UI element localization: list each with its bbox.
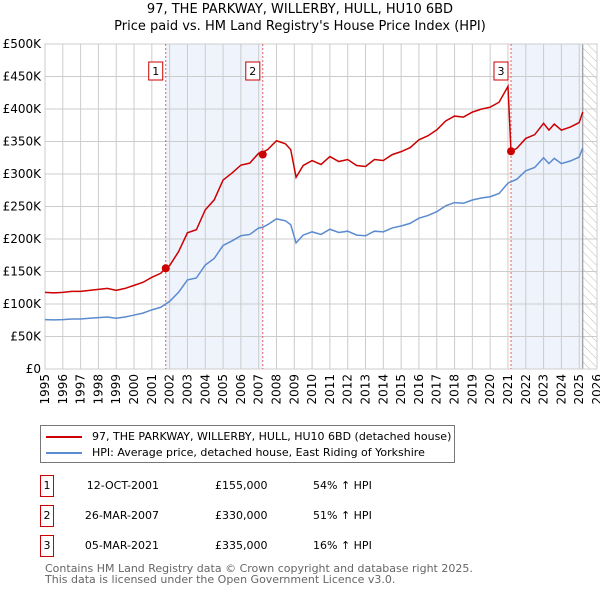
x-tick-label: 2024 <box>554 374 568 405</box>
x-tick-label: 2011 <box>323 374 337 405</box>
x-tick-label: 2019 <box>465 374 479 405</box>
x-tick-label: 2001 <box>145 374 159 405</box>
y-tick-label: £0 <box>26 362 41 376</box>
sale-price: £330,000 <box>215 509 268 522</box>
sale-date: 26-MAR-2007 <box>84 509 159 522</box>
plot-border <box>44 43 598 370</box>
footer-line2: This data is licensed under the Open Gov… <box>45 573 396 586</box>
x-tick-label: 2004 <box>198 374 212 405</box>
sale-date: 12-OCT-2001 <box>86 479 159 492</box>
sale-point <box>506 147 515 156</box>
sale-marker-label: 3 <box>497 65 504 78</box>
sale-hpi-diff: 16% ↑ HPI <box>313 539 372 552</box>
y-tick-label: £50K <box>10 330 42 344</box>
sale-date: 05-MAR-2021 <box>84 539 159 552</box>
sale-marker-label: 1 <box>152 65 159 78</box>
y-tick-label: £350K <box>3 135 43 149</box>
x-tick-label: 2008 <box>269 374 283 405</box>
sale-marker-box <box>148 61 164 81</box>
sale-marker-box <box>245 61 261 81</box>
x-tick-label: 1995 <box>38 374 52 405</box>
hpi-legend-label: HPI: Average price, detached house, East… <box>92 446 425 459</box>
chart-subtitle: Price paid vs. HM Land Registry's House … <box>114 19 486 34</box>
y-tick-label: £100K <box>3 297 43 311</box>
sale-price: £335,000 <box>215 539 268 552</box>
x-tick-label: 1998 <box>91 374 105 405</box>
x-tick-label: 2016 <box>412 374 426 405</box>
sale-marker-label: 3 <box>40 535 54 557</box>
x-tick-label: 2013 <box>359 374 373 405</box>
plot-area: 1995 1996 1997 1998 1999 2000 2001 2002 2003 2004… <box>3 37 600 405</box>
x-tick-label: 2025 <box>572 374 586 405</box>
hpi-legend-swatch <box>46 451 82 454</box>
sale-row: 2 26-MAR-2007 £330,000 51% ↑ HPI <box>40 505 440 527</box>
sale-hpi-diff: 51% ↑ HPI <box>313 509 372 522</box>
sale-point <box>161 264 170 273</box>
y-tick-label: £400K <box>3 102 43 116</box>
x-tick-label: 2006 <box>234 374 248 405</box>
y-tick-label: £500K <box>3 37 43 51</box>
sale-marker-label: 1 <box>40 475 54 497</box>
x-tick-label: 1999 <box>109 374 123 405</box>
x-tick-label: 2021 <box>501 374 515 405</box>
price-legend-swatch <box>46 435 82 438</box>
x-tick-label: 2014 <box>376 374 390 405</box>
sale-row: 3 05-MAR-2021 £335,000 16% ↑ HPI <box>40 535 440 557</box>
sale-marker-box <box>493 61 509 81</box>
x-tick-label: 2018 <box>448 374 462 405</box>
sale-marker-label: 2 <box>40 505 54 527</box>
hpi-line <box>44 147 584 321</box>
x-tick-label: 2026 <box>590 374 600 405</box>
x-tick-label: 1996 <box>56 374 70 405</box>
legend: 97, THE PARKWAY, WILLERBY, HULL, HU10 6B… <box>40 425 455 463</box>
x-tick-label: 2017 <box>430 374 444 405</box>
price-legend-label: 97, THE PARKWAY, WILLERBY, HULL, HU10 6B… <box>92 430 452 443</box>
x-tick-label: 2015 <box>394 374 408 405</box>
x-tick-label: 2007 <box>252 374 266 405</box>
y-tick-label: £150K <box>3 265 43 279</box>
price-line <box>44 83 584 294</box>
y-tick-label: £450K <box>3 70 43 84</box>
x-tick-label: 2002 <box>163 374 177 405</box>
footer: Contains HM Land Registry data © Crown c… <box>45 563 473 585</box>
sale-marker-label: 2 <box>249 65 256 78</box>
footer-line1: Contains HM Land Registry data © Crown c… <box>45 562 473 575</box>
y-tick-label: £300K <box>3 167 43 181</box>
x-tick-label: 2023 <box>537 374 551 405</box>
y-tick-label: £250K <box>3 200 43 214</box>
x-tick-label: 2000 <box>127 374 141 405</box>
sale-row: 1 12-OCT-2001 £155,000 54% ↑ HPI <box>40 475 440 497</box>
chart-title: 97, THE PARKWAY, WILLERBY, HULL, HU10 6B… <box>146 2 454 17</box>
x-tick-label: 1997 <box>74 374 88 405</box>
x-tick-label: 2010 <box>305 374 319 405</box>
x-tick-label: 2022 <box>519 374 533 405</box>
x-tick-label: 2020 <box>483 374 497 405</box>
x-tick-label: 2012 <box>341 374 355 405</box>
x-tick-label: 2009 <box>287 374 301 405</box>
y-tick-label: £200K <box>3 232 43 246</box>
x-tick-label: 2003 <box>180 374 194 405</box>
sale-hpi-diff: 54% ↑ HPI <box>313 479 372 492</box>
sale-point <box>258 150 267 159</box>
x-tick-label: 2005 <box>216 374 230 405</box>
sale-price: £155,000 <box>215 479 268 492</box>
